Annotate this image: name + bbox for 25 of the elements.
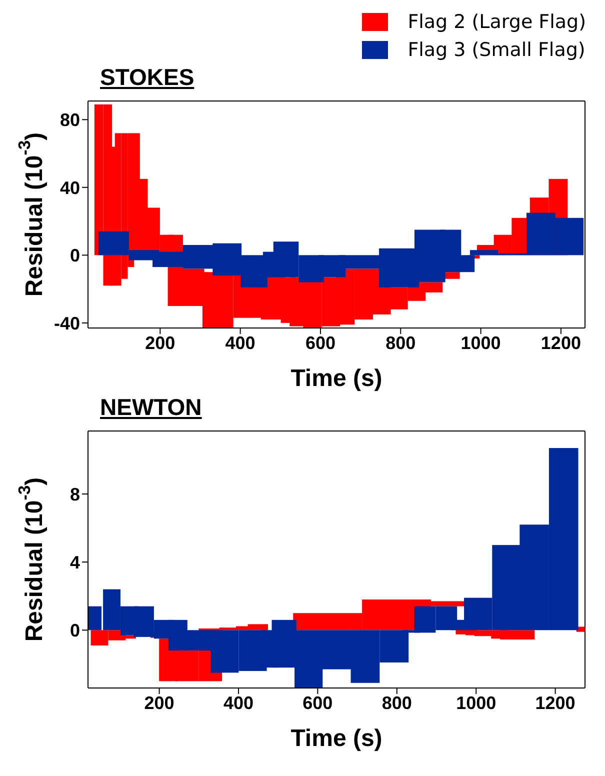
x-tick-label: 400: [223, 692, 254, 713]
chart-title: STOKES: [100, 64, 196, 92]
x-axis-title: Time (s): [290, 725, 382, 752]
y-tick-label: 80: [60, 110, 80, 130]
y-tick-label: 0: [70, 246, 80, 266]
y-tick-label: 0: [70, 620, 80, 641]
legend-label: Flag 3 (Small Flag): [408, 39, 586, 61]
x-tick-label: 1200: [540, 332, 581, 353]
x-axis-title: Time (s): [290, 365, 382, 392]
y-tick-label: 40: [60, 178, 80, 198]
x-tick-label: 1200: [535, 692, 576, 713]
x-tick-label: 400: [225, 332, 256, 353]
x-tick-label: 600: [302, 692, 333, 713]
x-tick-label: 200: [145, 332, 176, 353]
x-tick-label: 800: [386, 332, 416, 353]
x-tick-label: 1000: [456, 692, 496, 713]
y-tick-label: 8: [70, 484, 80, 504]
legend-label: Flag 2 (Large Flag): [408, 11, 586, 33]
x-tick-label: 1000: [460, 332, 501, 353]
y-tick-label: 4: [70, 552, 80, 572]
chart-title: NEWTON: [100, 394, 203, 422]
x-tick-label: 800: [382, 692, 412, 713]
y-tick-label: -40: [54, 313, 80, 334]
x-tick-label: 600: [305, 332, 336, 353]
x-tick-label: 200: [144, 692, 174, 713]
